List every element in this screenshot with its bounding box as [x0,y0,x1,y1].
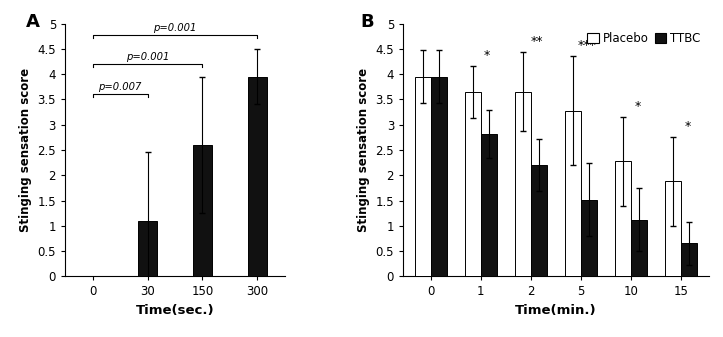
Text: *: * [634,99,641,113]
Bar [138,221,157,276]
X-axis label: Time(sec.): Time(sec.) [136,304,214,317]
Bar [248,76,267,276]
Bar [665,181,681,276]
Text: A: A [25,13,39,31]
Bar [193,145,212,276]
Text: **: ** [531,35,544,48]
Text: p=0.007: p=0.007 [98,82,142,92]
Legend: Placebo, TTBC: Placebo, TTBC [585,30,703,47]
Y-axis label: Stinging sensation score: Stinging sensation score [357,68,370,232]
Bar [481,134,497,276]
Bar [581,200,597,276]
Text: p=0.001: p=0.001 [153,23,197,33]
Bar [515,92,531,276]
Bar [531,165,547,276]
Bar [631,220,647,276]
Text: *: * [684,120,690,133]
Bar [565,111,581,276]
X-axis label: Time(min.): Time(min.) [515,304,596,317]
Text: ***: *** [578,39,596,52]
Bar [465,92,481,276]
Bar [431,76,447,276]
Text: B: B [360,13,374,31]
Bar [415,76,431,276]
Y-axis label: Stinging sensation score: Stinging sensation score [19,68,32,232]
Bar [615,161,631,276]
Text: p=0.001: p=0.001 [126,52,169,62]
Text: *: * [484,49,490,61]
Bar [681,243,697,276]
